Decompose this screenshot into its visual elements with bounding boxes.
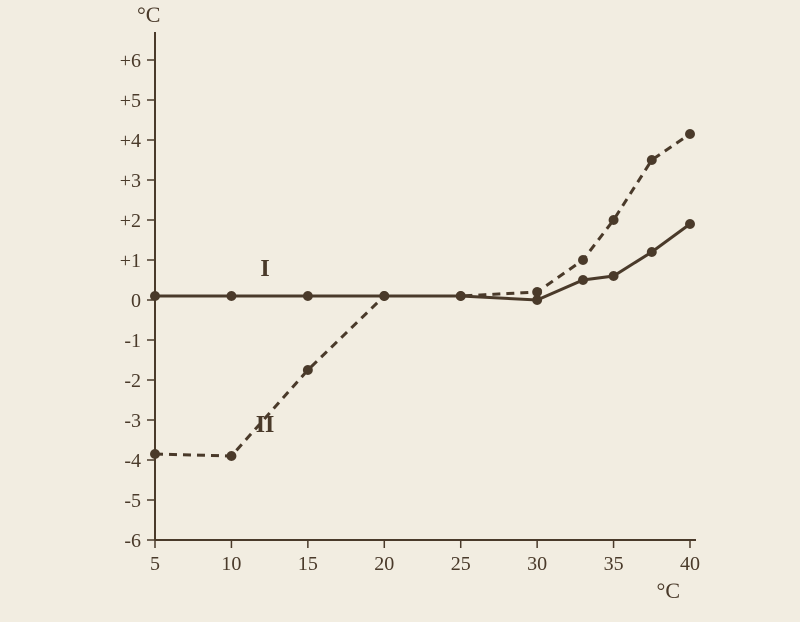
y-tick-label: +3 <box>120 170 141 192</box>
y-tick-label: -3 <box>124 410 141 432</box>
series-I-marker <box>647 247 657 257</box>
x-tick-label: 40 <box>680 553 700 575</box>
series-II-marker <box>609 215 619 225</box>
y-tick-label: -2 <box>124 370 141 392</box>
y-tick-label: +6 <box>120 50 141 72</box>
chart-container: °C +6 +5 +4 +3 +2 +1 0 -1 -2 -3 -4 -5 -6 5 10 15 20 25 30 35… <box>0 0 800 622</box>
series-II-label: II <box>256 412 275 438</box>
series-II-marker <box>379 291 389 301</box>
series-II-marker <box>685 129 695 139</box>
x-tick-label: 25 <box>451 553 471 575</box>
series-II-marker <box>150 449 160 459</box>
series-II-marker <box>578 255 588 265</box>
series-I-label: I <box>260 256 269 282</box>
y-tick-label: +2 <box>120 210 141 232</box>
line-chart: °C +6 +5 +4 +3 +2 +1 0 -1 -2 -3 -4 -5 -6 5 10 15 20 25 30 35… <box>0 0 800 622</box>
series-I-marker <box>150 291 160 301</box>
y-tick-label: -4 <box>124 450 141 472</box>
series-II-marker <box>303 365 313 375</box>
series-II-marker <box>226 451 236 461</box>
series-I-marker <box>685 219 695 229</box>
x-tick-label: 5 <box>150 553 160 575</box>
series-I-marker <box>303 291 313 301</box>
x-tick-label: 15 <box>298 553 318 575</box>
series-I-marker <box>226 291 236 301</box>
y-tick-label: +4 <box>120 130 141 152</box>
x-tick-label: 35 <box>604 553 624 575</box>
series-II-marker <box>532 287 542 297</box>
y-tick-label: +5 <box>120 90 141 112</box>
x-tick-label: 10 <box>221 553 241 575</box>
x-tick-label: 20 <box>374 553 394 575</box>
y-tick-label: 0 <box>131 290 141 312</box>
y-axis-label: °C <box>137 2 160 27</box>
series-I-line <box>155 224 690 300</box>
y-tick-label: +1 <box>120 250 141 272</box>
series-I-marker <box>578 275 588 285</box>
y-tick-label: -5 <box>124 490 141 512</box>
y-tick-label: -1 <box>124 330 141 352</box>
y-tick-label: -6 <box>124 530 141 552</box>
series-II-marker <box>647 155 657 165</box>
series-II-marker <box>456 291 466 301</box>
series-I-marker <box>609 271 619 281</box>
x-axis-label: °C <box>657 578 680 603</box>
x-tick-label: 30 <box>527 553 547 575</box>
